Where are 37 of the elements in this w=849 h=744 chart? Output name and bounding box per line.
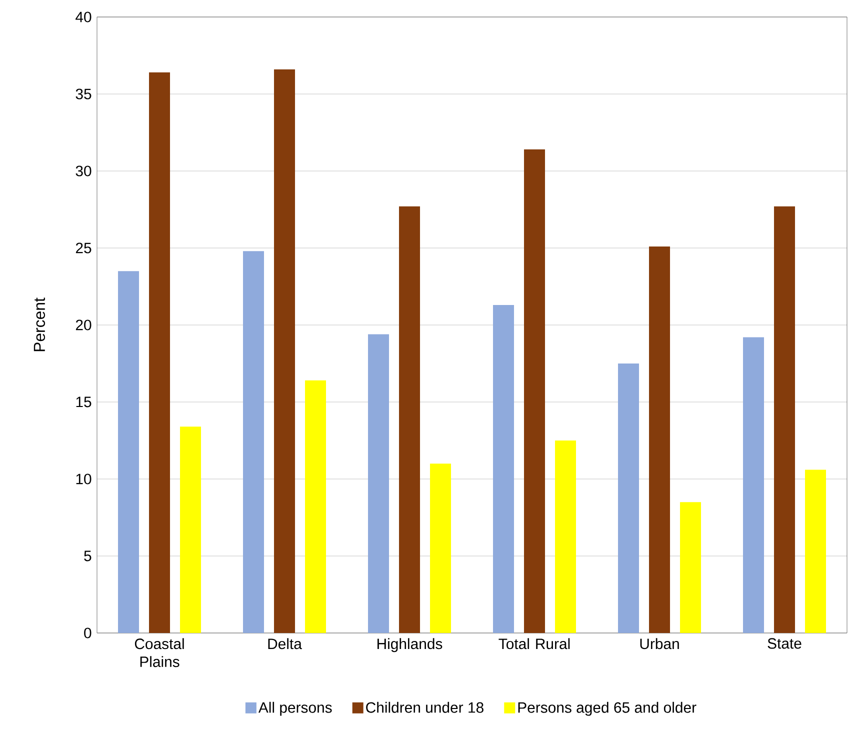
y-tick-label: 15 bbox=[76, 396, 92, 408]
x-tick-label: State bbox=[768, 638, 802, 649]
bar bbox=[493, 304, 514, 633]
x-tick-label: Urban bbox=[640, 638, 679, 650]
bar bbox=[180, 426, 202, 633]
x-tick-label: Highlands bbox=[377, 638, 442, 652]
bar bbox=[368, 334, 390, 633]
bar bbox=[805, 470, 826, 633]
y-tick-label: 20 bbox=[76, 320, 92, 330]
y-axis-title: Percent bbox=[34, 298, 46, 352]
bar bbox=[618, 363, 640, 633]
y-tick-label: 0 bbox=[84, 628, 92, 638]
y-tick-label: 10 bbox=[76, 474, 92, 484]
y-tick-label: 40 bbox=[76, 12, 92, 22]
legend-label: All persons bbox=[258, 702, 332, 716]
x-tick-label: Total Rural bbox=[498, 638, 570, 650]
x-tick-label: Delta bbox=[268, 638, 302, 650]
bar bbox=[243, 251, 264, 633]
y-tick-label: 25 bbox=[76, 242, 92, 254]
bar bbox=[524, 149, 546, 633]
x-tick-label: Coastal Plains bbox=[134, 638, 184, 668]
bar bbox=[149, 72, 170, 633]
bar bbox=[274, 69, 296, 633]
bar bbox=[649, 246, 670, 633]
bar bbox=[743, 337, 764, 633]
bar bbox=[305, 380, 326, 633]
legend-label: Children under 18 bbox=[366, 702, 484, 713]
bar bbox=[680, 502, 702, 633]
y-tick-label: 5 bbox=[84, 550, 92, 562]
legend-label: Persons aged 65 and older bbox=[518, 702, 696, 716]
bar bbox=[118, 271, 140, 633]
bar bbox=[399, 206, 420, 633]
y-tick-label: 35 bbox=[76, 88, 92, 100]
bar bbox=[430, 464, 452, 633]
bar bbox=[555, 440, 576, 633]
bar bbox=[774, 206, 796, 633]
y-tick-label: 30 bbox=[76, 166, 92, 176]
